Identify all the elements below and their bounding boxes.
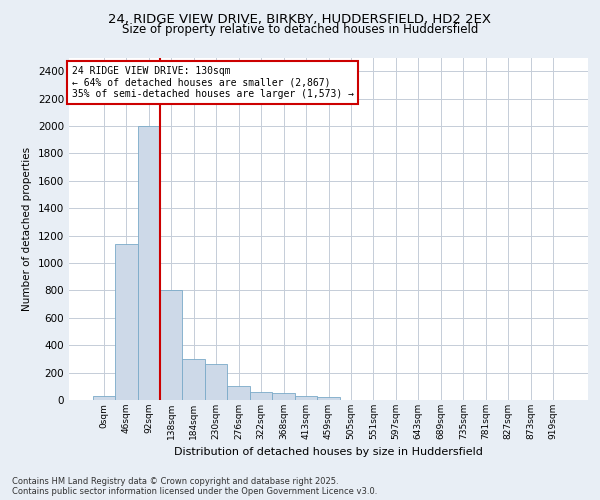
Text: Contains public sector information licensed under the Open Government Licence v3: Contains public sector information licen… xyxy=(12,487,377,496)
Bar xyxy=(182,359,205,400)
Text: 24 RIDGE VIEW DRIVE: 130sqm
← 64% of detached houses are smaller (2,867)
35% of : 24 RIDGE VIEW DRIVE: 130sqm ← 64% of det… xyxy=(71,66,353,100)
Bar xyxy=(205,364,227,400)
X-axis label: Distribution of detached houses by size in Huddersfield: Distribution of detached houses by size … xyxy=(174,448,483,458)
Bar xyxy=(227,386,250,400)
Bar xyxy=(250,392,272,400)
Text: Size of property relative to detached houses in Huddersfield: Size of property relative to detached ho… xyxy=(122,24,478,36)
Bar xyxy=(115,244,137,400)
Text: Contains HM Land Registry data © Crown copyright and database right 2025.: Contains HM Land Registry data © Crown c… xyxy=(12,477,338,486)
Text: 24, RIDGE VIEW DRIVE, BIRKBY, HUDDERSFIELD, HD2 2EX: 24, RIDGE VIEW DRIVE, BIRKBY, HUDDERSFIE… xyxy=(109,12,491,26)
Bar xyxy=(317,398,340,400)
Bar xyxy=(160,290,182,400)
Bar xyxy=(272,393,295,400)
Y-axis label: Number of detached properties: Number of detached properties xyxy=(22,146,32,311)
Bar xyxy=(295,396,317,400)
Bar xyxy=(137,126,160,400)
Bar xyxy=(92,396,115,400)
